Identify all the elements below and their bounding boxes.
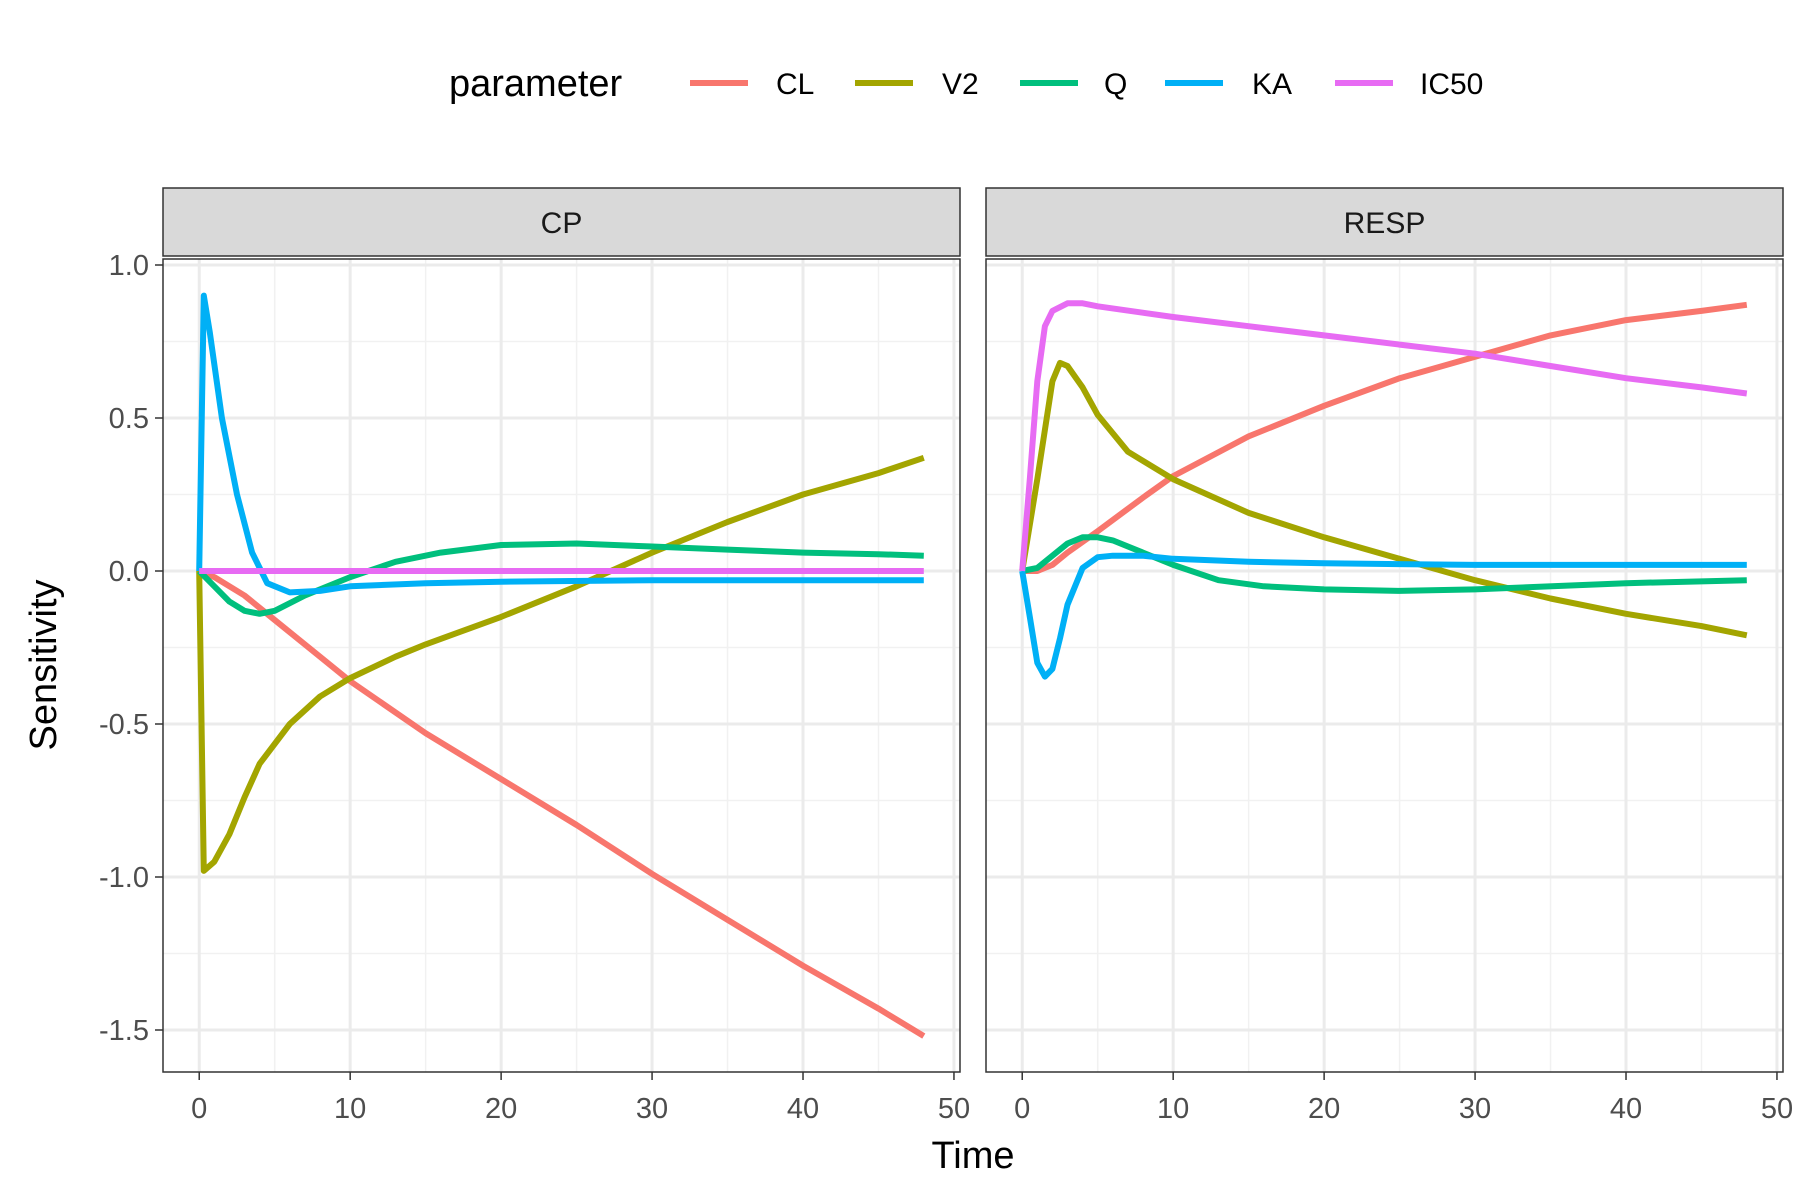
panel-border [162,258,961,1073]
series-line-cl [1022,301,1748,574]
legend-label-v2: V2 [942,68,979,101]
panel-border [985,258,1784,1073]
x-tick-label: 30 [636,1093,668,1125]
series-line-ka [1019,552,1747,680]
legend: parameter CL V2 Q KA IC50 [449,63,1483,105]
series-line-v2 [1019,359,1748,639]
x-tick-label: 0 [1014,1093,1030,1125]
facet-panels: CP 0 10 20 30 40 50 1.0 0.5 0.0 -0.5 -1.0 -1.5 RESP 0 1… [99,187,1793,1125]
y-tick-label: 0.0 [109,556,149,588]
y-tick-label: -1.5 [99,1015,149,1047]
y-tick-label: 1.0 [109,250,149,282]
y-tick-label: -0.5 [99,709,149,741]
x-tick-label: 10 [1157,1093,1189,1125]
strip-label: RESP [1344,207,1426,240]
x-tick-label: 50 [1761,1093,1793,1125]
y-tick-label: 0.5 [109,403,149,435]
strip-label: CP [541,207,583,240]
series-line-v2 [196,454,925,874]
legend-label-cl: CL [776,68,814,101]
facet-panel-resp: RESP 0 10 20 30 40 50 [985,187,1793,1125]
y-tick-label: -1.0 [99,862,149,894]
series-line-q [197,540,924,617]
facet-panel-cp: CP 0 10 20 30 40 50 1.0 0.5 0.0 -0.5 -1.0 -1.5 [99,187,970,1125]
series-line-ic50 [1019,300,1748,572]
x-tick-label: 40 [1610,1093,1642,1125]
x-tick-label: 10 [334,1093,366,1125]
legend-label-ka: KA [1252,68,1292,101]
panel-background [986,259,1783,1072]
legend-label-q: Q [1104,68,1127,101]
legend-title: parameter [449,63,623,105]
strip-background [985,187,1784,257]
legend-label-ic50: IC50 [1420,68,1483,101]
x-tick-label: 0 [191,1093,207,1125]
x-tick-label: 50 [938,1093,970,1125]
strip-background [162,187,961,257]
panel-background [163,259,960,1072]
x-axis-title: Time [931,1135,1014,1177]
x-tick-label: 30 [1459,1093,1491,1125]
x-tick-label: 20 [1308,1093,1340,1125]
x-tick-label: 40 [787,1093,819,1125]
y-axis-title: Sensitivity [23,579,65,750]
series-line-cl [198,568,926,1039]
x-tick-label: 20 [485,1093,517,1125]
series-line-ka [196,292,924,596]
